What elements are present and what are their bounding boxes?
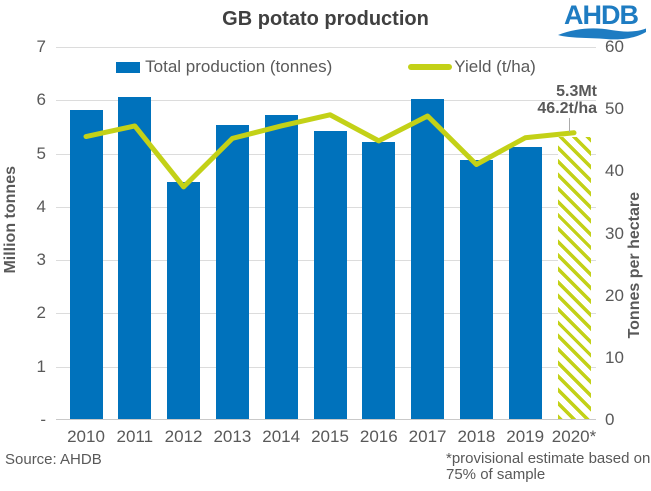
left-tick-3: 4 xyxy=(36,196,46,216)
ahdb-logo-text: AHDB xyxy=(564,0,639,30)
x-tick-2010: 2010 xyxy=(67,427,105,446)
bar-2018 xyxy=(459,160,493,419)
annotation-yield: 46.2t/ha xyxy=(537,100,597,117)
yield-line xyxy=(83,112,577,190)
x-tick-2017: 2017 xyxy=(408,427,447,446)
bar-2011 xyxy=(118,96,152,419)
x-tick-2014: 2014 xyxy=(262,427,301,446)
right-tick-3: 30 xyxy=(605,223,624,243)
yield-line-chart xyxy=(83,112,577,190)
yield-swatch-icon xyxy=(408,64,453,70)
left-tick-2: 5 xyxy=(36,143,46,163)
x-tick-2011: 2011 xyxy=(116,427,154,446)
right-tick-2: 40 xyxy=(605,161,624,181)
plot-area xyxy=(56,47,596,420)
left-tick-5: 2 xyxy=(36,303,46,323)
annotation-production: 5.3Mt xyxy=(556,83,597,100)
left-tick-4: 3 xyxy=(36,250,46,270)
right-tick-4: 20 xyxy=(605,285,624,305)
legend-item-production: Total production (tonnes) xyxy=(116,57,332,77)
x-tick-2012: 2012 xyxy=(164,427,203,446)
x-tick-2020*: 2020* xyxy=(551,427,597,446)
left-tick-1: 6 xyxy=(36,90,46,110)
left-tick-0: 7 xyxy=(36,37,46,56)
gridline xyxy=(56,100,596,102)
x-tick-2019: 2019 xyxy=(506,427,545,446)
right-axis-title: Tonnes per hectare xyxy=(626,192,643,339)
right-tick-5: 10 xyxy=(605,347,624,367)
x-tick-2016: 2016 xyxy=(359,427,398,446)
x-tick-2018: 2018 xyxy=(457,427,496,446)
bar-2014 xyxy=(264,115,298,419)
x-tick-2013: 2013 xyxy=(213,427,252,446)
left-tick-7: - xyxy=(40,410,46,429)
bar-2016 xyxy=(362,142,396,419)
annotation-leader-line xyxy=(569,118,570,132)
x-tick-2015: 2015 xyxy=(311,427,349,446)
right-tick-1: 50 xyxy=(605,99,624,119)
production-swatch-icon xyxy=(116,61,141,73)
left-tick-6: 1 xyxy=(36,356,46,376)
bar-2015 xyxy=(313,130,347,419)
gridline xyxy=(56,47,596,48)
legend: Total production (tonnes) Yield (t/ha) xyxy=(56,57,596,77)
bar-2020* xyxy=(557,136,591,419)
ahdb-wave-icon xyxy=(558,28,646,40)
bar-2012 xyxy=(167,181,201,419)
footnote: *provisional estimate based on 75% of sa… xyxy=(446,451,650,483)
bar-2019 xyxy=(508,146,542,419)
footnote-line2: 75% of sample xyxy=(446,466,546,483)
right-tick-6: 0 xyxy=(605,410,615,429)
ahdb-logo: AHDB xyxy=(556,2,646,41)
bar-2017 xyxy=(411,99,445,419)
legend-production-label: Total production (tonnes) xyxy=(145,57,333,76)
legend-item-yield: Yield (t/ha) xyxy=(408,57,536,77)
bar-2013 xyxy=(215,124,249,419)
provisional-annotation: 5.3Mt 46.2t/ha xyxy=(537,83,597,117)
legend-yield-label: Yield (t/ha) xyxy=(454,57,536,76)
chart-title: GB potato production xyxy=(222,8,429,30)
right-tick-0: 60 xyxy=(605,37,624,56)
bar-2010 xyxy=(69,109,103,419)
source-text: Source: AHDB xyxy=(5,451,102,468)
footnote-line1: *provisional estimate based on xyxy=(446,450,651,467)
